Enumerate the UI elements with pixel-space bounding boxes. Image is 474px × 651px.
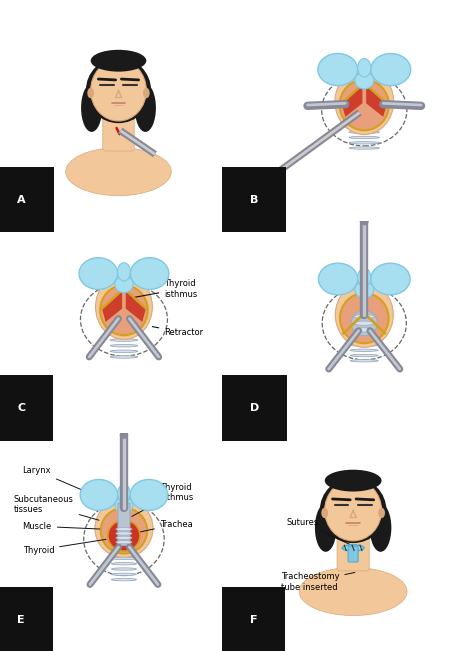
Ellipse shape — [130, 258, 169, 290]
Ellipse shape — [86, 58, 151, 123]
Ellipse shape — [349, 126, 379, 128]
Polygon shape — [342, 85, 363, 117]
Ellipse shape — [100, 508, 147, 553]
FancyBboxPatch shape — [348, 546, 358, 562]
Ellipse shape — [110, 344, 137, 347]
Ellipse shape — [350, 359, 378, 362]
Ellipse shape — [355, 72, 374, 89]
Polygon shape — [118, 131, 155, 156]
Ellipse shape — [116, 540, 132, 544]
Ellipse shape — [358, 59, 371, 77]
Ellipse shape — [79, 258, 118, 290]
Ellipse shape — [130, 480, 168, 510]
Ellipse shape — [349, 141, 379, 144]
Ellipse shape — [135, 84, 156, 132]
Ellipse shape — [350, 344, 378, 346]
Ellipse shape — [350, 354, 378, 357]
Ellipse shape — [325, 480, 382, 541]
Text: B: B — [249, 195, 258, 204]
Ellipse shape — [116, 532, 132, 535]
Polygon shape — [366, 85, 387, 117]
Ellipse shape — [354, 314, 374, 318]
Ellipse shape — [335, 69, 393, 135]
Ellipse shape — [335, 283, 393, 348]
Ellipse shape — [111, 557, 137, 560]
Ellipse shape — [299, 568, 407, 616]
Ellipse shape — [355, 281, 374, 298]
Ellipse shape — [349, 136, 379, 139]
Text: C: C — [17, 403, 25, 413]
Ellipse shape — [108, 520, 140, 551]
Ellipse shape — [95, 499, 153, 558]
Ellipse shape — [111, 573, 137, 575]
Text: Sutures: Sutures — [286, 518, 357, 548]
Circle shape — [120, 432, 128, 438]
Ellipse shape — [325, 469, 382, 492]
Ellipse shape — [66, 148, 171, 196]
Ellipse shape — [358, 268, 371, 286]
Ellipse shape — [321, 508, 328, 518]
Ellipse shape — [378, 508, 385, 518]
Ellipse shape — [349, 131, 379, 133]
Ellipse shape — [91, 49, 146, 72]
Text: D: D — [249, 403, 259, 413]
Ellipse shape — [111, 562, 137, 565]
Ellipse shape — [340, 293, 389, 343]
Text: A: A — [17, 195, 26, 204]
Text: Thyroid: Thyroid — [23, 539, 106, 555]
FancyBboxPatch shape — [103, 109, 134, 151]
Ellipse shape — [96, 274, 152, 339]
Ellipse shape — [320, 478, 386, 543]
Ellipse shape — [115, 497, 133, 514]
Ellipse shape — [116, 527, 132, 531]
Ellipse shape — [371, 263, 410, 295]
Text: E: E — [17, 615, 25, 624]
Ellipse shape — [116, 536, 132, 540]
Ellipse shape — [318, 53, 358, 85]
Text: Trachea: Trachea — [133, 519, 192, 533]
Ellipse shape — [315, 504, 337, 552]
Ellipse shape — [371, 53, 410, 85]
Text: Muscle: Muscle — [23, 521, 100, 531]
Ellipse shape — [350, 349, 378, 352]
Ellipse shape — [118, 484, 130, 503]
FancyBboxPatch shape — [337, 529, 369, 571]
Ellipse shape — [110, 355, 137, 358]
Ellipse shape — [351, 311, 377, 336]
Ellipse shape — [350, 339, 378, 341]
Ellipse shape — [118, 263, 130, 281]
Text: Thyroid
isthmus: Thyroid isthmus — [130, 279, 198, 299]
Ellipse shape — [340, 79, 389, 130]
Ellipse shape — [342, 545, 364, 551]
Ellipse shape — [87, 88, 94, 98]
Ellipse shape — [81, 84, 102, 132]
Ellipse shape — [319, 263, 358, 295]
Ellipse shape — [354, 328, 374, 332]
Text: Subcutaneous
tissues: Subcutaneous tissues — [14, 495, 99, 520]
Circle shape — [361, 218, 368, 225]
Ellipse shape — [111, 568, 137, 570]
Text: F: F — [249, 615, 257, 624]
Polygon shape — [126, 290, 146, 322]
Ellipse shape — [100, 285, 148, 335]
Ellipse shape — [370, 504, 392, 552]
Ellipse shape — [349, 147, 379, 149]
Text: Larynx: Larynx — [23, 466, 118, 505]
FancyBboxPatch shape — [118, 503, 130, 546]
Ellipse shape — [91, 60, 146, 121]
Ellipse shape — [111, 579, 137, 581]
Polygon shape — [261, 110, 360, 184]
Text: Retractor: Retractor — [152, 327, 203, 337]
Ellipse shape — [110, 339, 137, 341]
Ellipse shape — [80, 480, 118, 510]
Polygon shape — [102, 290, 122, 322]
Text: Thyroid
isthmus: Thyroid isthmus — [132, 483, 193, 516]
Ellipse shape — [143, 88, 150, 98]
Ellipse shape — [110, 350, 137, 353]
Ellipse shape — [110, 333, 137, 336]
Ellipse shape — [115, 276, 133, 293]
Ellipse shape — [354, 321, 374, 326]
Text: Tracheostomy
tube inserted: Tracheostomy tube inserted — [281, 572, 355, 592]
